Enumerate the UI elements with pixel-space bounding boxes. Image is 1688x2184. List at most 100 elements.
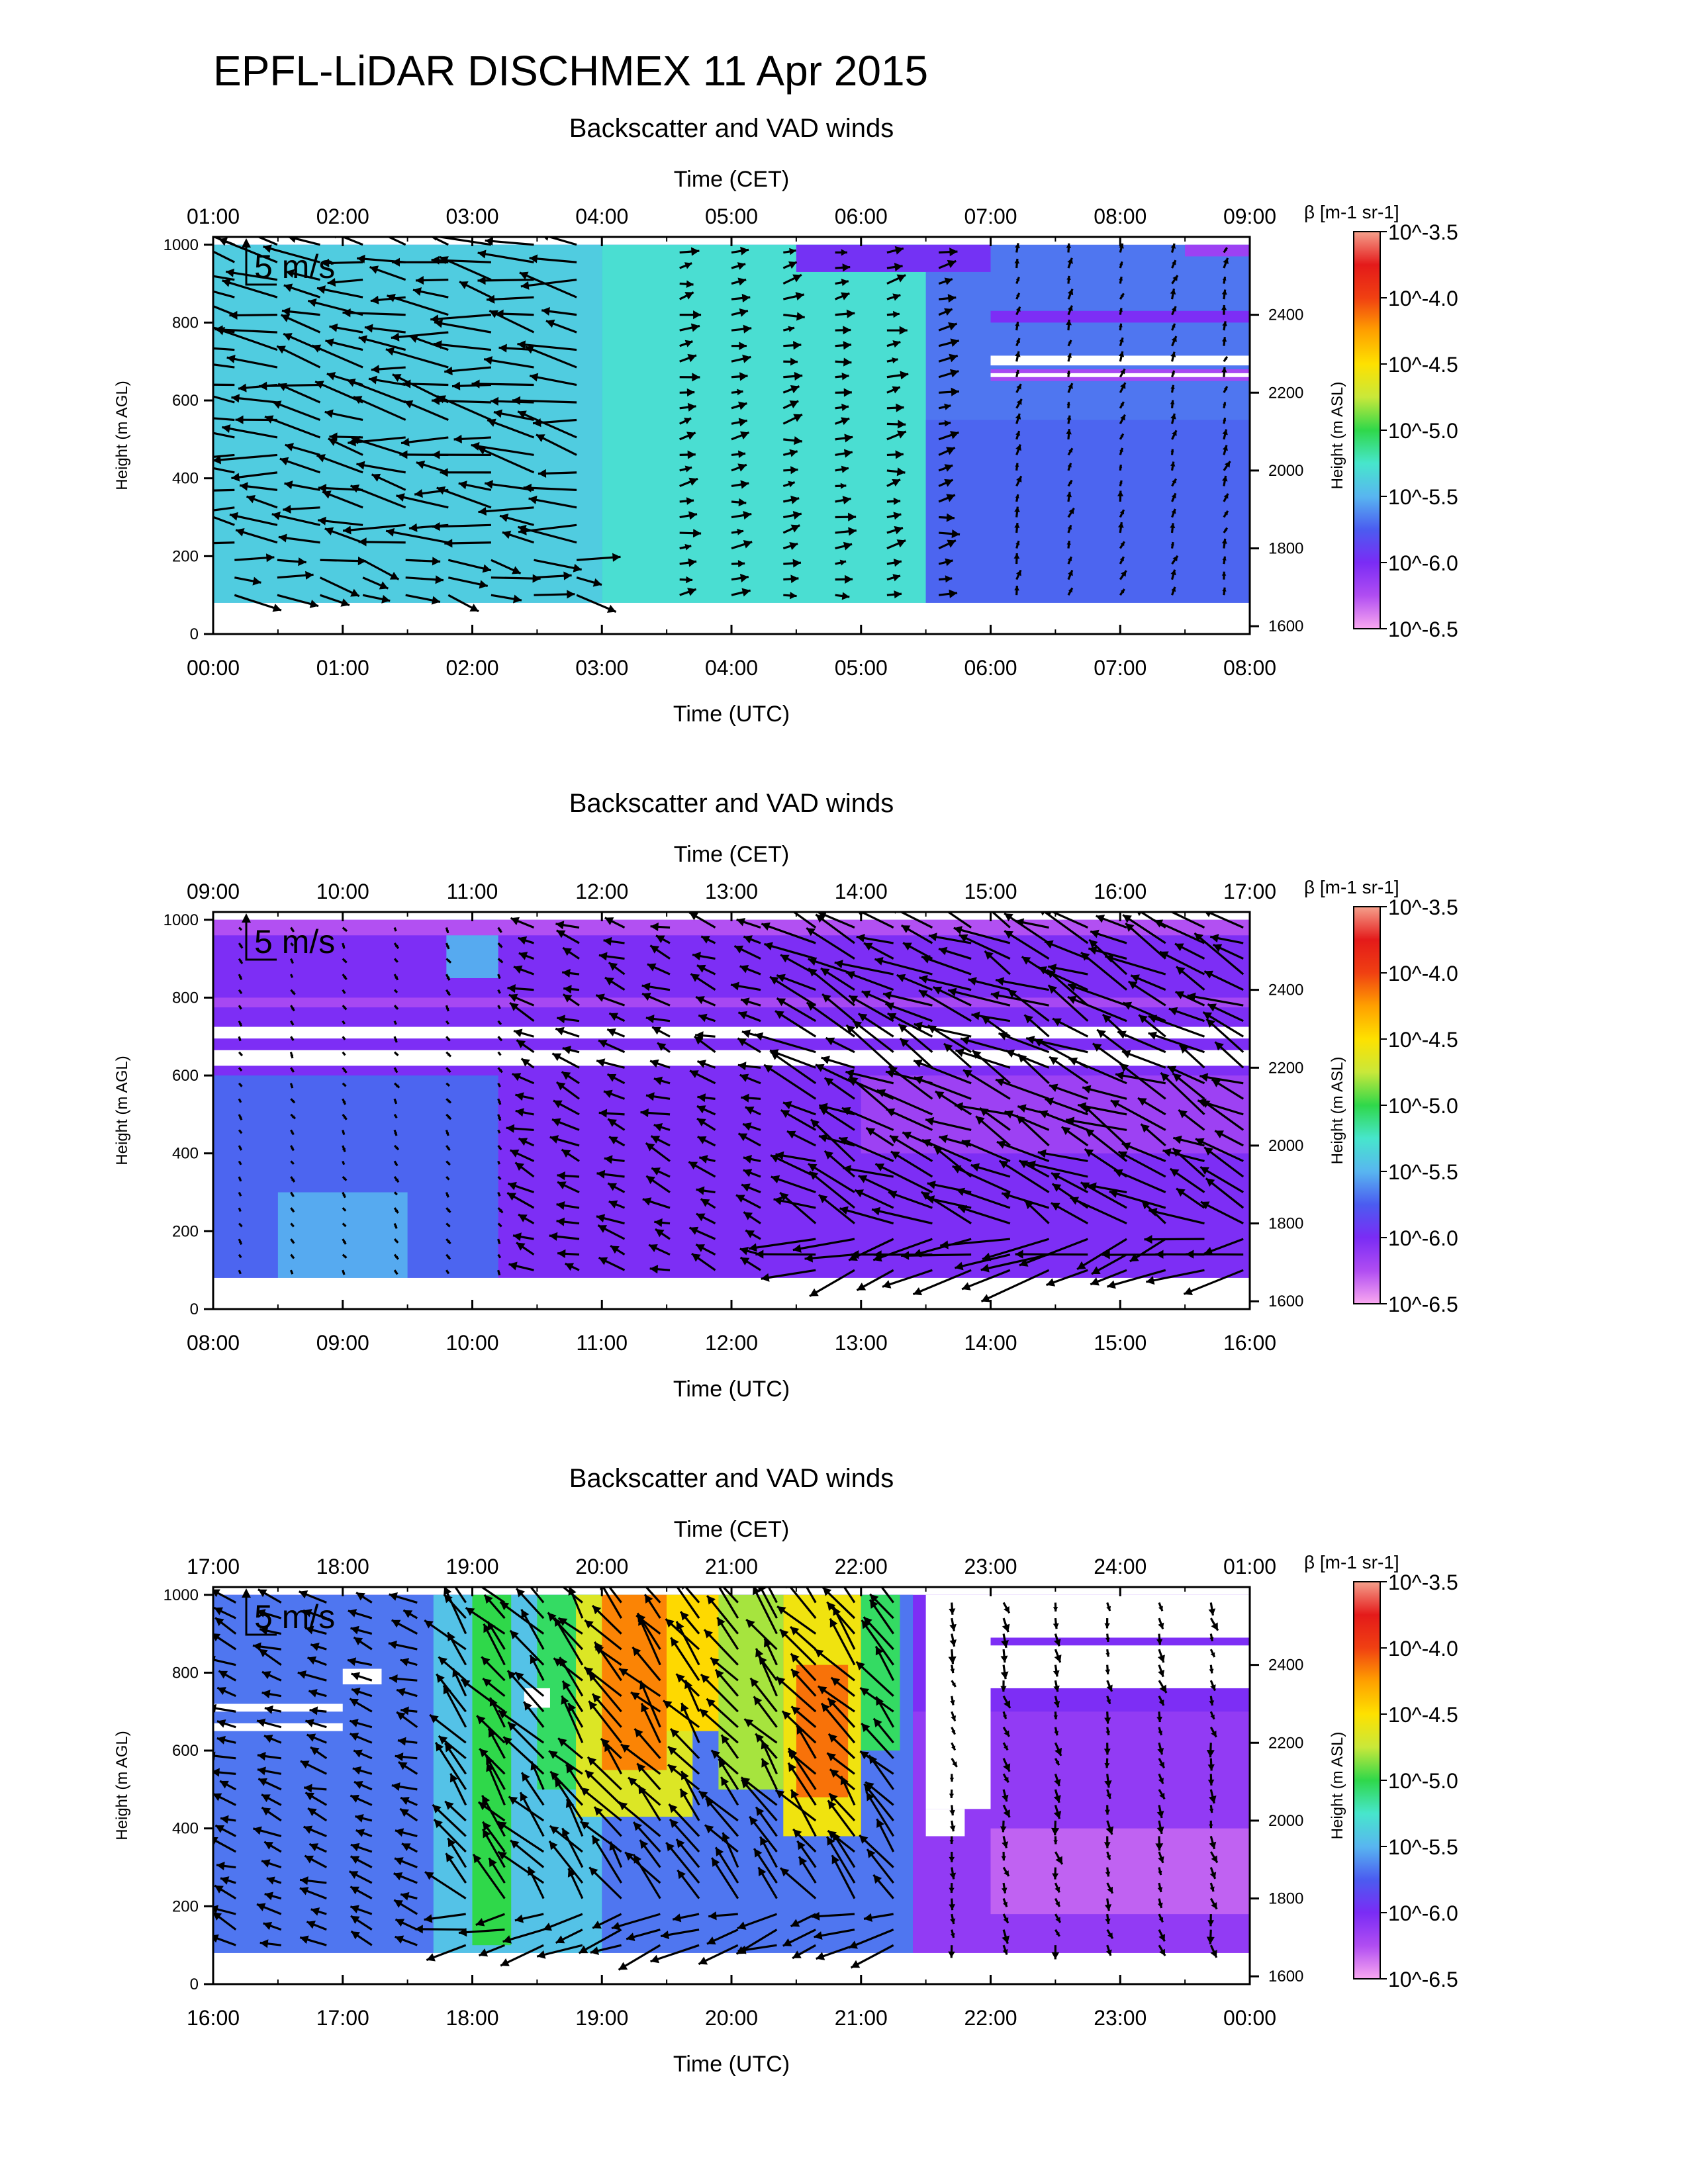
wind-arrow-head (686, 576, 693, 584)
wind-arrow-head (291, 929, 294, 933)
wind-arrow-head (741, 293, 751, 302)
wind-arrow-head (584, 1667, 594, 1676)
wind-arrow-head (1203, 1012, 1213, 1021)
wind-arrow-head (737, 528, 744, 535)
wind-arrow (848, 995, 894, 1023)
wind-arrow-head (1119, 261, 1123, 265)
wind-arrow-head (1205, 1178, 1215, 1187)
y-right-tick-label: 2400 (1268, 306, 1303, 324)
wind-arrow-head (432, 450, 440, 459)
wind-arrow-head (403, 1610, 413, 1618)
wind-arrow-head (809, 1171, 819, 1180)
wind-arrow-head (944, 403, 951, 410)
wind-arrow-head (479, 580, 488, 589)
wind-arrow-head (951, 1745, 956, 1751)
wind-arrow-head (1176, 966, 1186, 976)
wind-arrow-head (926, 1195, 935, 1204)
wind-arrow-head (1137, 1098, 1147, 1106)
wind-arrow-head (1171, 323, 1176, 328)
wind-arrow-head (1159, 1684, 1167, 1693)
wind-arrow-head (547, 1612, 557, 1621)
wind-arrow-head (238, 383, 247, 392)
wind-arrow-head (741, 997, 750, 1006)
wind-arrow-head (1120, 589, 1125, 594)
wind-arrow-head (1119, 465, 1123, 468)
wind-arrow-head (1154, 919, 1164, 928)
wind-arrow-head (510, 917, 520, 925)
wind-arrow-head (309, 600, 318, 608)
wind-arrow-head (653, 1076, 663, 1085)
wind-arrow (848, 1929, 894, 1949)
reference-arrow-head (242, 913, 251, 923)
wind-arrow-head (350, 588, 359, 597)
wind-arrow-head (600, 1738, 610, 1748)
reference-arrow (242, 238, 277, 286)
wind-arrow-head (238, 1023, 242, 1026)
wind-arrow-head (1174, 943, 1184, 952)
wind-arrow-head (1204, 970, 1214, 979)
wind-arrow-head (1197, 1099, 1207, 1107)
wind-arrow-head (696, 1244, 705, 1252)
wind-arrow-head (866, 1128, 876, 1136)
wind-arrow-head (353, 1749, 363, 1758)
wind-arrow (829, 1617, 856, 1666)
wind-arrow (764, 942, 816, 960)
wind-arrow-head (394, 1069, 398, 1073)
wind-arrow-head (431, 596, 440, 605)
wind-arrow-head (843, 341, 852, 350)
wind-arrow (1068, 1057, 1127, 1085)
panel-title: Backscatter and VAD winds (569, 789, 894, 818)
wind-arrow-head (743, 1212, 753, 1220)
wind-arrow-head (654, 1218, 663, 1227)
wind-arrow-head (291, 976, 293, 978)
wind-arrow-head (522, 1772, 530, 1782)
wind-arrow-head (485, 237, 494, 246)
wind-arrow-head (1001, 1640, 1009, 1648)
wind-arrow-head (446, 1271, 449, 1274)
wind-arrow-head (283, 283, 293, 293)
wind-arrow-head (1172, 1073, 1182, 1082)
wind-arrow-head (919, 975, 928, 984)
wind-arrow-head (291, 991, 295, 995)
wind-arrow-head (844, 433, 853, 443)
wind-arrow-head (1170, 542, 1174, 546)
wind-arrow-head (281, 314, 291, 322)
wind-arrow-head (641, 1703, 649, 1713)
wind-arrow-head (1053, 1607, 1058, 1612)
wind-arrow (487, 419, 535, 439)
wind-arrow-head (1119, 277, 1123, 281)
wind-arrow (874, 1163, 933, 1193)
wind-arrow-head (741, 588, 751, 597)
wind-arrow-head (818, 1686, 827, 1695)
wind-arrow-head (955, 1102, 964, 1111)
bottom-axis-label: Time (UTC) (673, 1377, 790, 1402)
wind-arrow-head (553, 1100, 563, 1109)
wind-arrow-head (789, 449, 798, 457)
y-left-tick-label: 400 (172, 1820, 199, 1838)
wind-arrow-head (598, 1257, 608, 1265)
wind-arrow-head (447, 1838, 456, 1848)
y-left-tick-label: 200 (172, 547, 199, 565)
wind-arrow (353, 396, 406, 421)
wind-arrow (921, 955, 972, 976)
wind-arrow-head (790, 357, 798, 366)
wind-arrow-head (498, 1084, 500, 1087)
wind-arrow (436, 1673, 467, 1713)
wind-arrow-head (1004, 1110, 1014, 1119)
wind-arrow-head (518, 410, 527, 419)
wind-arrow-head (704, 1629, 713, 1639)
wind-arrow-head (950, 1933, 955, 1938)
wind-arrow-head (841, 403, 849, 412)
wind-arrow-head (946, 513, 955, 522)
wind-arrow (1084, 1128, 1128, 1162)
wind-arrow-head (176, 356, 185, 365)
wind-arrow-head (395, 1162, 398, 1166)
wind-arrow-head (344, 1255, 347, 1258)
wind-arrow-head (651, 1167, 661, 1176)
wind-arrow-head (351, 1672, 361, 1681)
wind-arrow-head (949, 1809, 955, 1816)
wind-arrow-head (1221, 571, 1227, 576)
wind-arrow-head (896, 403, 904, 412)
wind-arrow-head (355, 1813, 364, 1823)
wind-arrow-head (1015, 306, 1021, 312)
